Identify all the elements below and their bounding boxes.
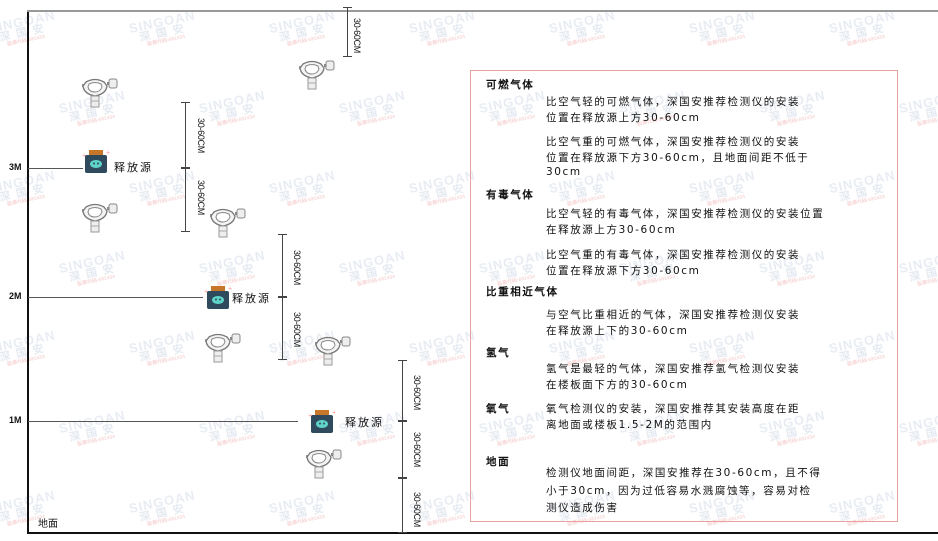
text-line: 位置在释放源上方30-60cm: [546, 112, 701, 124]
dimension-label: 30-60CM: [292, 250, 302, 285]
svg-text:+: +: [332, 410, 336, 416]
source-label: 释放源: [232, 292, 271, 305]
text-line: 比空气重的有毒气体，深国安推荐检测仪的安装: [546, 249, 801, 261]
dimension-label: 30-60CM: [352, 18, 362, 53]
dimension-line: [278, 297, 287, 360]
text-line: 30cm: [546, 166, 582, 178]
ground-label: 地面: [38, 519, 58, 530]
text-line: 在楼板面下方的30-60cm: [546, 379, 689, 391]
source-label: 释放源: [345, 416, 384, 429]
dimension-line: [343, 7, 352, 57]
dimension-label: 30-60CM: [196, 180, 206, 215]
section-title-similar-density: 比重相近气体: [486, 286, 559, 298]
gas-detector-icon: [80, 76, 120, 108]
svg-text:+: +: [228, 286, 232, 292]
text-line: 比空气重的可燃气体，深国安推荐检测仪的安装: [546, 136, 801, 148]
dimension-line: [398, 478, 407, 533]
level-3m-line: [28, 168, 83, 169]
level-2m-line: [28, 297, 203, 298]
text-line: 氢气是最轻的气体，深国安推荐氢气检测仪安装: [546, 363, 801, 375]
source-label: 释放源: [114, 161, 153, 174]
dimension-line: [181, 168, 190, 232]
text-line: 比空气轻的可燃气体，深国安推荐检测仪的安装: [546, 96, 801, 108]
text-line: 氧气检测仪的安装，深国安推荐其安装高度在距: [546, 403, 801, 415]
dimension-label: 30-60CM: [292, 312, 302, 347]
dimension-line: [398, 360, 407, 421]
dimension-line: [181, 102, 190, 168]
gas-detector-icon: [297, 58, 337, 90]
svg-text:+: +: [82, 153, 86, 159]
gas-detector-icon: [203, 331, 243, 363]
section-title-ground: 地面: [486, 456, 511, 468]
dimension-label: 30-60CM: [412, 432, 422, 467]
text-line: 与空气比重相近的气体，深国安推荐检测仪安装: [546, 309, 801, 321]
text-line: 测仪造成伤害: [546, 502, 619, 514]
release-source-icon: + +: [204, 284, 232, 310]
wall-axis: [27, 10, 29, 534]
text-line: 在释放源上下的30-60cm: [546, 325, 689, 337]
installation-guide-box: 可燃气体 比空气轻的可燃气体，深国安推荐检测仪的安装 位置在释放源上方30-60…: [470, 70, 898, 522]
release-source-icon: + +: [82, 148, 110, 174]
section-title-combustible: 可燃气体: [486, 79, 535, 91]
level-3m: 3M: [9, 162, 22, 172]
text-line: 离地面或楼板1.5-2M的范围内: [546, 419, 713, 431]
text-line: 检测仪地面间距，深国安推荐在30-60cm，且不得: [546, 467, 822, 479]
dimension-line: [278, 234, 287, 297]
svg-text:+: +: [106, 150, 110, 156]
gas-detector-icon: [313, 334, 353, 366]
text-line: 小于30cm，因为过低容易水溅腐蚀等，容易对检: [546, 485, 812, 497]
text-line: 比空气轻的有毒气体，深国安推荐检测仪的安装位置: [546, 208, 825, 220]
dimension-line: [398, 421, 407, 478]
release-source-icon: + +: [308, 408, 336, 434]
section-title-toxic: 有毒气体: [486, 189, 535, 201]
dimension-label: 30-60CM: [412, 375, 422, 410]
section-title-hydrogen: 氢气: [486, 347, 511, 359]
level-1m-line: [28, 421, 298, 422]
dimension-label: 30-60CM: [412, 492, 422, 527]
text-line: 位置在释放源下方30-60cm: [546, 265, 701, 277]
text-line: 在释放源上方30-60cm: [546, 224, 677, 236]
level-2m: 2M: [9, 291, 22, 301]
section-title-oxygen: 氧气: [486, 403, 511, 415]
svg-text:+: +: [308, 413, 312, 419]
text-line: 位置在释放源下方30-60cm，且地面间距不低于: [546, 152, 810, 164]
floor-line: [27, 532, 938, 534]
gas-detector-icon: [80, 201, 120, 233]
ceiling-line: [27, 10, 938, 12]
gas-detector-icon: [208, 206, 248, 238]
level-1m: 1M: [9, 415, 22, 425]
svg-text:+: +: [204, 289, 208, 295]
gas-detector-icon: [304, 447, 344, 479]
dimension-label: 30-60CM: [196, 118, 206, 153]
